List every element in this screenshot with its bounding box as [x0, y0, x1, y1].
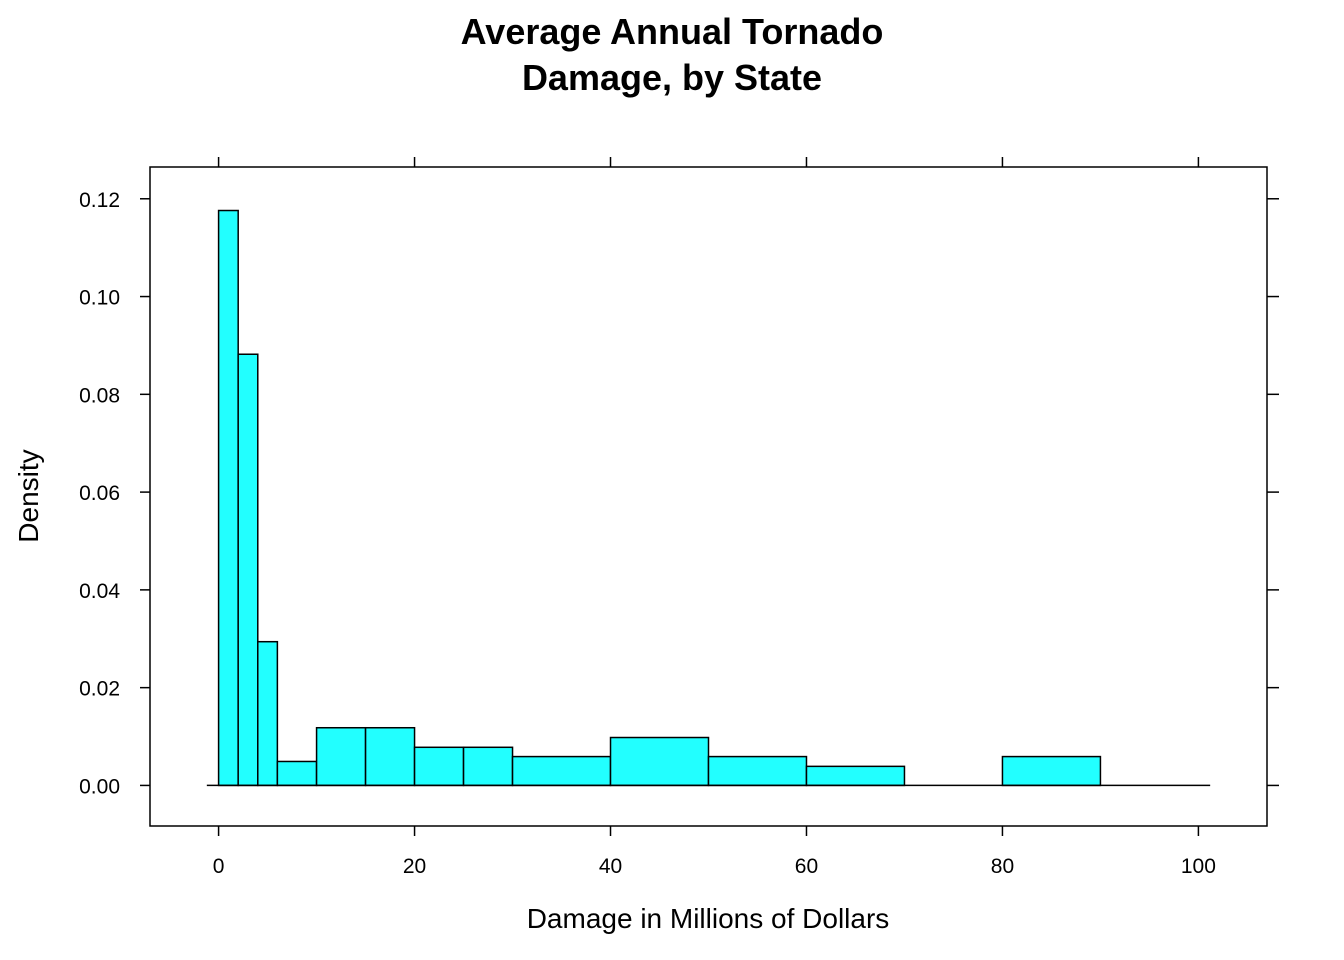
y-tick-label-1: 0.02	[79, 678, 120, 701]
histogram-bar-10	[707, 755, 808, 787]
histogram-bar-3	[276, 760, 318, 787]
y-tick-label-4: 0.08	[79, 384, 120, 407]
y-axis-label: Density	[13, 449, 44, 542]
histogram-bar-6	[413, 746, 465, 787]
histogram-bar-11	[805, 765, 906, 787]
y-tick-label-6: 0.12	[79, 189, 120, 212]
histogram-bar-1	[237, 353, 259, 787]
histogram-bar-0	[217, 209, 239, 787]
bars-group	[217, 209, 1102, 787]
y-tick-label-0: 0.00	[79, 775, 120, 798]
histogram-bar-2	[257, 640, 279, 787]
histogram-bar-4	[315, 726, 367, 787]
x-tick-label-4: 80	[991, 855, 1014, 878]
y-tick-label-3: 0.06	[79, 482, 120, 505]
y-tick-label-2: 0.04	[79, 580, 120, 603]
plot-frame	[149, 166, 1268, 827]
x-tick-label-1: 20	[403, 855, 426, 878]
histogram-bar-5	[364, 726, 416, 787]
x-tick-label-2: 40	[599, 855, 622, 878]
x-axis-label: Damage in Millions of Dollars	[527, 903, 890, 934]
x-tick-label-3: 60	[795, 855, 818, 878]
chart-title-line-1: Average Annual Tornado	[461, 11, 884, 52]
histogram-bar-7	[462, 746, 514, 787]
chart-title-line-2: Damage, by State	[522, 57, 822, 98]
y-axis: 0.00 0.02 0.04 0.06 0.08 0.10 0.12	[79, 189, 1279, 798]
x-tick-label-5: 100	[1181, 855, 1216, 878]
histogram-bar-8	[511, 755, 612, 787]
x-axis: 0 20 40 60 80 100	[213, 157, 1216, 878]
x-tick-label-0: 0	[213, 855, 225, 878]
y-tick-label-5: 0.10	[79, 287, 120, 310]
histogram-bar-9	[609, 736, 710, 787]
histogram-bar-13	[1001, 755, 1102, 787]
